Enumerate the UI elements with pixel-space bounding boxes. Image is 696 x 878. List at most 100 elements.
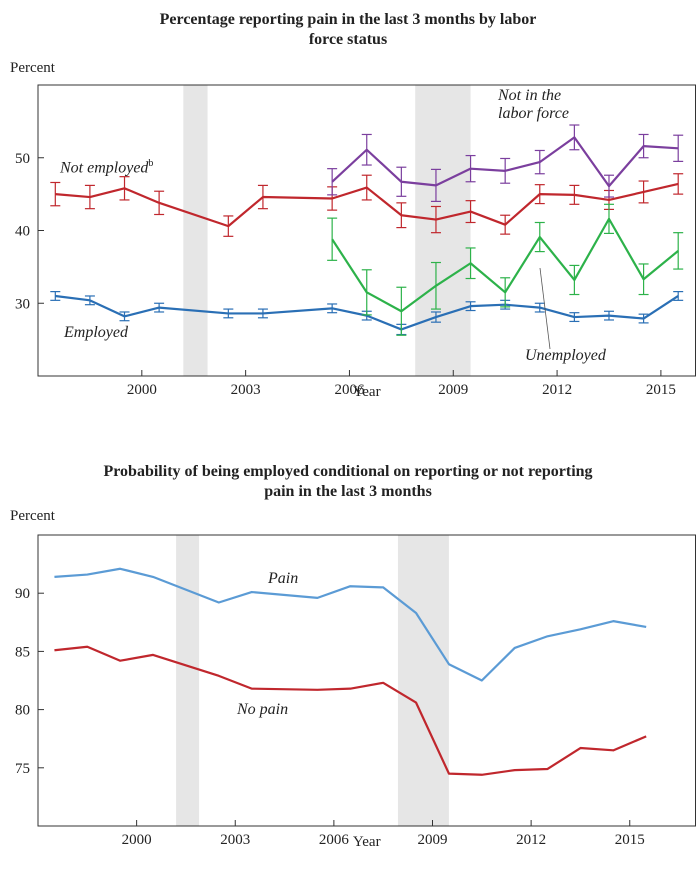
x-tick-label: 2000 — [127, 382, 157, 398]
error-bar — [84, 184, 95, 210]
error-bar — [534, 302, 545, 313]
series-line — [54, 645, 647, 776]
error-bar — [638, 313, 649, 324]
error-bar — [327, 217, 338, 261]
series-label: Not in the labor force — [498, 87, 590, 123]
x-tick-label: 2015 — [615, 832, 645, 848]
x-tick-label: 2006 — [334, 382, 365, 398]
x-tick-label: 2012 — [542, 382, 572, 398]
plot-frame — [37, 84, 696, 377]
error-bar — [257, 184, 268, 210]
error-bar — [223, 215, 234, 237]
error-bar — [430, 261, 441, 310]
error-bar — [500, 214, 511, 235]
y-tick-label: 75 — [15, 761, 30, 777]
series-label: Unemployed — [525, 347, 606, 365]
error-bar — [673, 134, 684, 162]
recession-band — [415, 85, 471, 376]
error-bar — [569, 184, 580, 205]
recession-band — [176, 535, 200, 826]
error-bar — [430, 168, 441, 202]
series-name: Not in the labor force — [498, 87, 569, 122]
error-bar — [500, 157, 511, 184]
series-label: No pain — [237, 701, 288, 719]
error-bar — [534, 184, 545, 205]
x-tick-label: 2015 — [646, 382, 676, 398]
y-tick-label: 50 — [15, 151, 30, 167]
footnote-mark: b — [148, 158, 154, 169]
y-axis-label: Percent — [10, 508, 55, 524]
error-bar — [534, 221, 545, 253]
error-bar — [638, 180, 649, 204]
error-bar — [361, 133, 372, 166]
error-bar — [673, 291, 684, 301]
error-bar — [154, 302, 165, 313]
error-bar — [223, 308, 234, 319]
error-bar — [534, 149, 545, 175]
error-bar — [396, 286, 407, 336]
error-bar — [638, 133, 649, 159]
error-bar — [257, 308, 268, 319]
error-bar — [50, 291, 61, 301]
error-bar — [327, 168, 338, 196]
error-bar — [327, 303, 338, 314]
error-bar — [673, 173, 684, 195]
error-bar — [154, 190, 165, 216]
error-bar — [396, 166, 407, 197]
error-bar — [119, 176, 130, 201]
x-tick-label: 2012 — [516, 832, 546, 848]
x-tick-label: 2003 — [231, 382, 261, 398]
series-name: Pain — [268, 570, 299, 587]
error-bar — [465, 247, 476, 280]
series-label: Employed — [64, 324, 128, 342]
error-bar — [361, 174, 372, 201]
error-bar — [465, 200, 476, 224]
error-bar — [569, 124, 580, 151]
y-tick-label: 90 — [15, 586, 30, 602]
error-bar — [430, 311, 441, 323]
error-bar — [119, 311, 130, 322]
x-axis-label: Year — [352, 834, 381, 850]
y-axis-label: Percent — [10, 60, 55, 76]
error-bar — [569, 312, 580, 323]
error-bar — [430, 205, 441, 234]
error-bar — [500, 277, 511, 308]
series-name: Not employed — [60, 159, 149, 177]
series-label: Not employedb — [60, 155, 153, 177]
plot-frame — [37, 534, 696, 827]
series-label: Pain — [268, 570, 298, 588]
error-bar — [638, 263, 649, 296]
chart-title: Percentage reporting pain in the last 3 … — [0, 10, 696, 50]
recession-band — [183, 85, 208, 376]
x-tick-label: 2009 — [438, 382, 468, 398]
error-bar — [569, 264, 580, 296]
error-bar — [50, 181, 61, 207]
title-text: Percentage reporting pain in the last 3 … — [159, 11, 537, 48]
series-name: Employed — [64, 324, 128, 341]
y-tick-label: 30 — [15, 296, 30, 312]
series-line — [54, 567, 647, 682]
x-tick-label: 2009 — [418, 832, 448, 848]
x-tick-label: 2000 — [122, 832, 152, 848]
error-bar — [603, 203, 614, 235]
recession-band — [397, 535, 449, 826]
y-tick-label: 40 — [15, 224, 30, 240]
error-bar — [465, 154, 476, 183]
series-name: No pain — [237, 701, 289, 718]
y-tick-label: 80 — [15, 703, 30, 719]
error-bar — [465, 301, 476, 312]
chart-title: Probability of being employed conditiona… — [0, 462, 696, 502]
error-bar — [361, 269, 372, 316]
leader-line — [539, 267, 551, 350]
error-bar — [84, 295, 95, 306]
x-tick-label: 2003 — [220, 832, 250, 848]
error-bar — [603, 310, 614, 321]
title-text: Probability of being employed conditiona… — [103, 463, 593, 500]
error-bar — [603, 174, 614, 198]
x-tick-label: 2006 — [319, 832, 350, 848]
error-bar — [396, 202, 407, 229]
error-bar — [673, 232, 684, 270]
x-axis-label: Year — [352, 384, 381, 400]
